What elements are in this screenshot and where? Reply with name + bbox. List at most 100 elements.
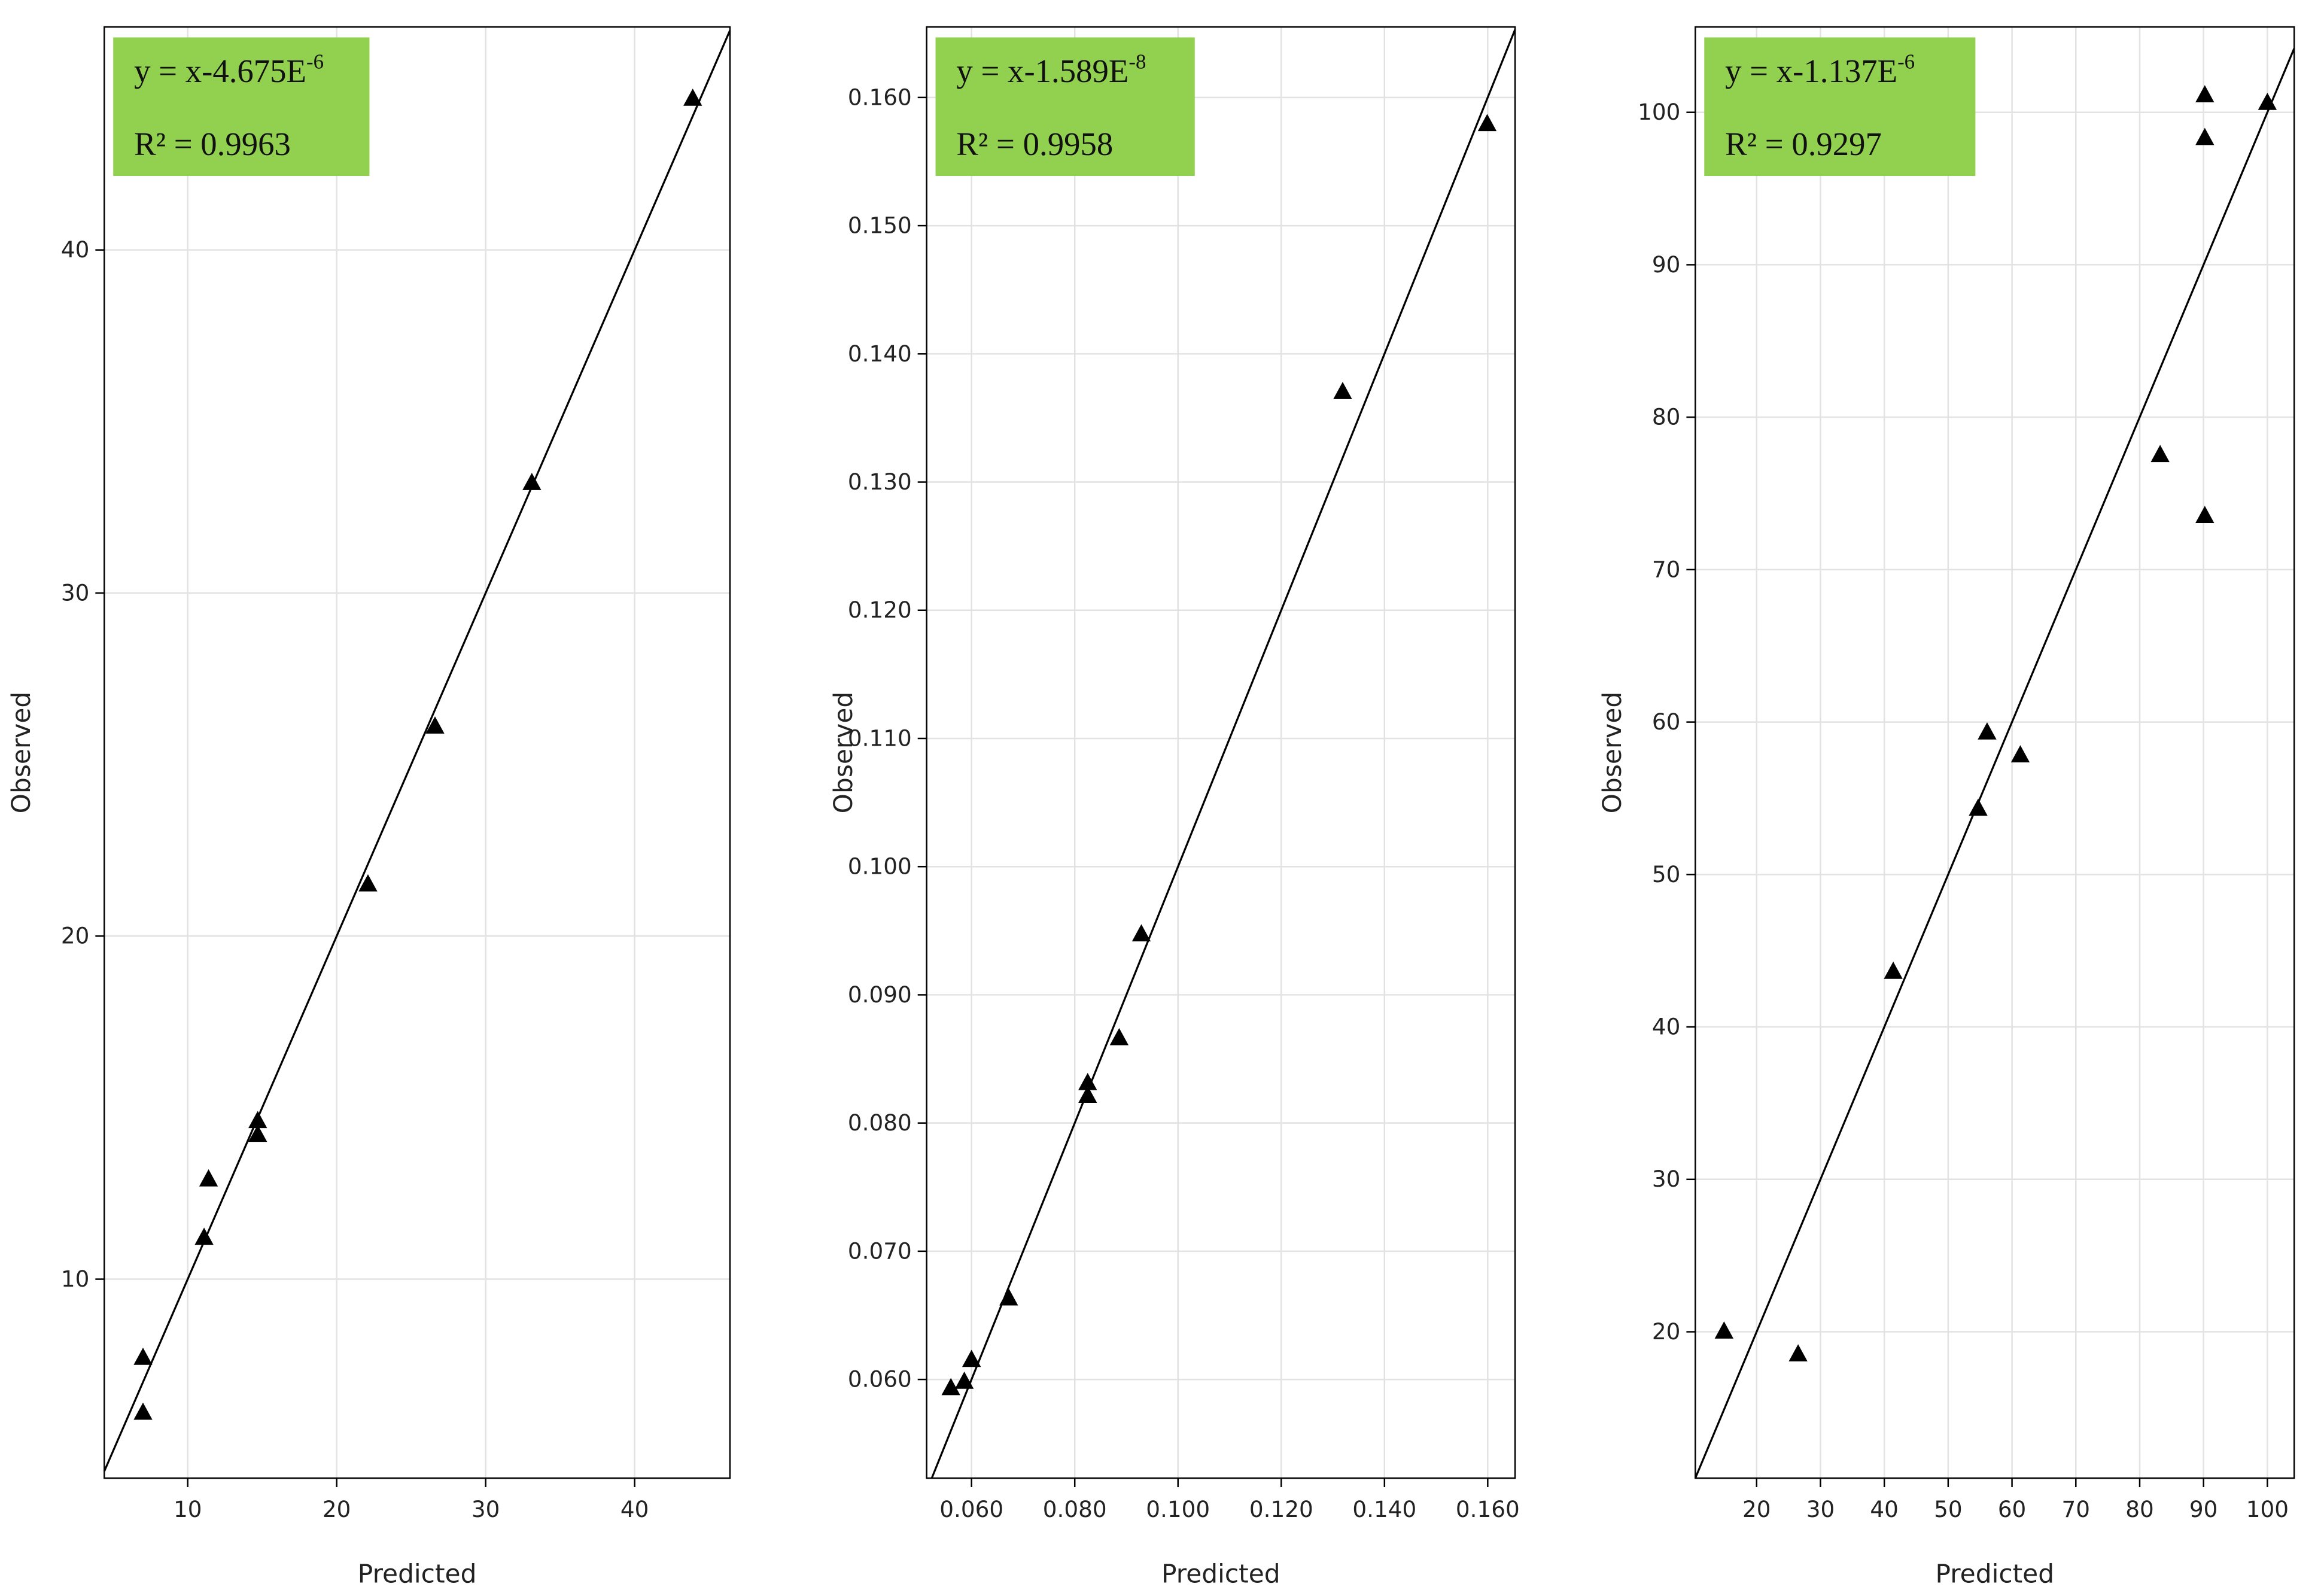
equation-text: y = x-1.137E — [1725, 53, 1897, 89]
marker — [1969, 798, 1988, 816]
y-tick-label: 0.090 — [848, 981, 912, 1008]
fit-line — [103, 30, 731, 1472]
x-tick-label: 90 — [2189, 1496, 2218, 1522]
plot-frame — [1695, 26, 2295, 1479]
y-tick-label: 70 — [1652, 556, 1680, 582]
y-tick-label: 0.080 — [848, 1109, 912, 1136]
marker — [1078, 1086, 1097, 1103]
marker — [962, 1349, 981, 1367]
marker — [1109, 1027, 1129, 1045]
marker — [2010, 745, 2030, 762]
annotation-box — [1704, 37, 1976, 177]
equation: y = x-4.675E-6 — [134, 50, 324, 89]
y-tick-label: 50 — [1652, 861, 1680, 887]
y-tick-label: 40 — [61, 236, 90, 263]
x-tick-label: 0.120 — [1249, 1496, 1313, 1522]
y-tick-label: 80 — [1652, 404, 1680, 430]
marker — [2150, 445, 2170, 463]
x-tick-label: 20 — [323, 1496, 351, 1522]
marker — [999, 1288, 1018, 1306]
y-tick-label: 0.150 — [848, 212, 912, 239]
marker — [1477, 114, 1497, 132]
y-axis-title: Observed — [829, 692, 858, 814]
y-tick-label: 100 — [1638, 99, 1680, 125]
equation-text: y = x-1.589E — [956, 53, 1128, 89]
y-tick-label: 60 — [1652, 709, 1680, 735]
y-tick-label: 30 — [61, 579, 90, 606]
y-tick-label: 20 — [61, 923, 90, 949]
marker — [954, 1371, 974, 1389]
equation-exponent: -8 — [1128, 50, 1146, 74]
x-tick-label: 0.160 — [1456, 1496, 1520, 1522]
x-tick-label: 10 — [174, 1496, 202, 1522]
marker — [248, 1111, 267, 1129]
plot-frame — [104, 26, 731, 1479]
x-tick-label: 0.060 — [939, 1496, 1003, 1522]
y-tick-label: 30 — [1652, 1166, 1680, 1192]
y-tick-label: 0.160 — [848, 84, 912, 110]
x-tick-label: 0.140 — [1352, 1496, 1416, 1522]
plot-frame — [926, 26, 1516, 1479]
marker — [2195, 127, 2215, 145]
marker — [358, 874, 378, 892]
y-tick-label: 20 — [1652, 1318, 1680, 1345]
marker — [133, 1347, 153, 1365]
marker — [2195, 85, 2215, 103]
y-tick-label: 0.120 — [848, 597, 912, 623]
marker — [2258, 92, 2277, 110]
x-tick-label: 80 — [2125, 1496, 2154, 1522]
y-tick-label: 10 — [61, 1266, 90, 1292]
marker — [1333, 382, 1352, 399]
x-tick-label: 60 — [1998, 1496, 2027, 1522]
x-tick-label: 30 — [1806, 1496, 1835, 1522]
fit-line — [930, 29, 1516, 1479]
y-tick-label: 0.070 — [848, 1238, 912, 1264]
y-tick-label: 0.110 — [848, 725, 912, 751]
x-axis-title: Predicted — [358, 1559, 477, 1588]
marker — [522, 473, 542, 490]
x-axis-title: Predicted — [1161, 1559, 1280, 1588]
y-tick-label: 0.140 — [848, 341, 912, 367]
x-tick-label: 40 — [1870, 1496, 1899, 1522]
y-tick-label: 40 — [1652, 1014, 1680, 1040]
x-tick-label: 50 — [1934, 1496, 1963, 1522]
x-tick-label: 40 — [620, 1496, 649, 1522]
x-axis-title: Predicted — [1935, 1559, 2054, 1588]
x-tick-label: 0.100 — [1146, 1496, 1210, 1522]
y-tick-label: 90 — [1652, 251, 1680, 278]
marker — [1078, 1072, 1097, 1090]
fit-line — [1694, 48, 2295, 1479]
equation: y = x-1.137E-6 — [1725, 50, 1915, 89]
r-squared: R² = 0.9297 — [1725, 126, 1882, 162]
y-axis-title: Observed — [1598, 692, 1627, 814]
marker — [1884, 961, 1903, 979]
marker — [425, 716, 445, 734]
marker — [194, 1227, 214, 1245]
equation: y = x-1.589E-8 — [956, 50, 1146, 89]
annotation-box — [113, 37, 370, 177]
r-squared: R² = 0.9963 — [134, 126, 291, 162]
equation-exponent: -6 — [1897, 50, 1915, 74]
y-axis-title: Observed — [7, 692, 36, 814]
y-tick-label: 0.100 — [848, 853, 912, 880]
marker — [1714, 1321, 1734, 1339]
marker — [1978, 722, 1997, 740]
equation-exponent: -6 — [306, 50, 324, 74]
marker — [683, 89, 702, 106]
x-tick-label: 20 — [1742, 1496, 1771, 1522]
y-tick-label: 0.130 — [848, 469, 912, 495]
marker — [1131, 924, 1151, 942]
marker — [2195, 506, 2215, 524]
marker — [1788, 1344, 1808, 1362]
equation-text: y = x-4.675E — [134, 53, 306, 89]
x-tick-label: 70 — [2062, 1496, 2091, 1522]
y-tick-label: 0.060 — [848, 1366, 912, 1393]
r-squared: R² = 0.9958 — [956, 126, 1113, 162]
x-tick-label: 0.080 — [1043, 1496, 1107, 1522]
marker — [941, 1378, 960, 1396]
marker — [199, 1169, 218, 1187]
marker — [248, 1124, 267, 1142]
